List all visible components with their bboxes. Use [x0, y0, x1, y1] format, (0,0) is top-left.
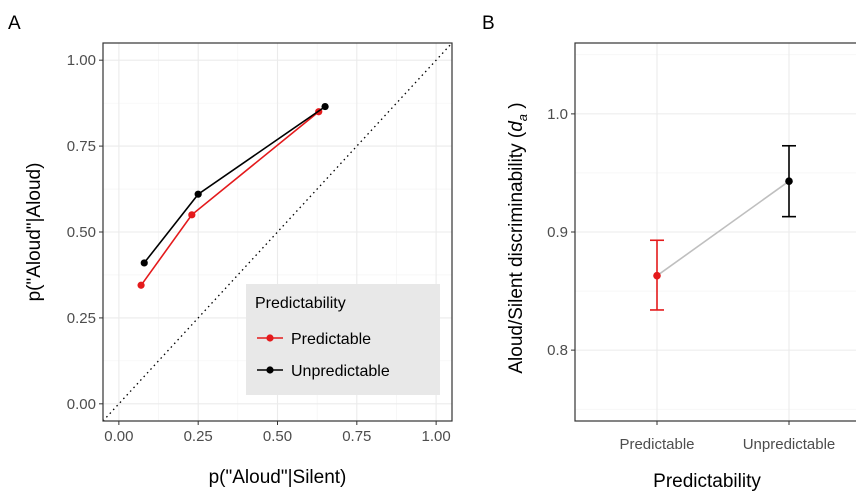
legend-key-point — [266, 366, 274, 374]
data-point-unpredictable — [785, 177, 793, 186]
legend-label: Unpredictable — [291, 363, 390, 380]
connector-line — [656, 180, 790, 277]
y-tick-label: 0.50 — [67, 224, 96, 241]
data-point-predictable — [188, 211, 196, 219]
identity-diagonal-line — [102, 42, 453, 422]
y-tick-label: 1.00 — [67, 52, 96, 69]
y-tick-label: 0.8 — [547, 342, 568, 359]
data-point-predictable — [137, 281, 145, 289]
x-tick-label: Unpredictable — [743, 436, 836, 453]
y-axis-title: Aloud/Silent discriminability (da ) — [506, 102, 530, 373]
y-axis-title-part: d — [506, 120, 527, 132]
y-axis-title: p("Aloud"|Aloud) — [24, 163, 45, 302]
y-tick-label: 0.9 — [547, 224, 568, 241]
x-axis-title: Predictability — [653, 471, 761, 492]
x-tick-label: 0.75 — [342, 428, 371, 445]
data-point-unpredictable — [140, 259, 148, 267]
panel-a: A 0.00 0.25 0.50 0.75 1.00 0.00 0.25 0.50 0.75 1.0… — [8, 13, 453, 488]
panel-b-border — [574, 42, 856, 422]
legend-title: Predictability — [255, 295, 346, 312]
x-tick-label: Predictable — [619, 436, 694, 453]
panel-b-tag: B — [482, 13, 495, 34]
y-tick-label: 0.75 — [67, 138, 96, 155]
x-tick-label: 0.00 — [104, 428, 133, 445]
data-point-unpredictable — [321, 102, 329, 111]
y-tick-label: 0.25 — [67, 310, 96, 327]
x-tick-label: 1.00 — [422, 428, 451, 445]
y-tick-label: 0.00 — [67, 396, 96, 413]
legend-box — [246, 284, 440, 395]
series-line-unpredictable — [143, 105, 326, 264]
panel-a-tag: A — [8, 13, 21, 34]
legend: Predictability Predictable Unpredictable — [246, 284, 440, 395]
y-tick-label: 1.0 — [547, 106, 568, 123]
x-axis-title: p("Aloud"|Silent) — [209, 467, 347, 488]
series-line-predictable — [140, 111, 320, 286]
data-point-unpredictable — [194, 190, 202, 198]
legend-label: Predictable — [291, 331, 371, 348]
legend-key-point — [266, 334, 274, 342]
x-tick-label: 0.50 — [263, 428, 292, 445]
panel-b: B 0.8 0.9 1.0 Predictable Unpredictable Predic… — [482, 13, 856, 492]
y-axis-title-part: a — [515, 114, 530, 121]
y-axis-title-part: Aloud/Silent discriminability ( — [506, 131, 527, 373]
x-tick-label: 0.25 — [184, 428, 213, 445]
panel-a-border — [102, 42, 453, 422]
data-point-predictable — [653, 271, 661, 280]
y-axis-title-part: ) — [506, 102, 527, 114]
